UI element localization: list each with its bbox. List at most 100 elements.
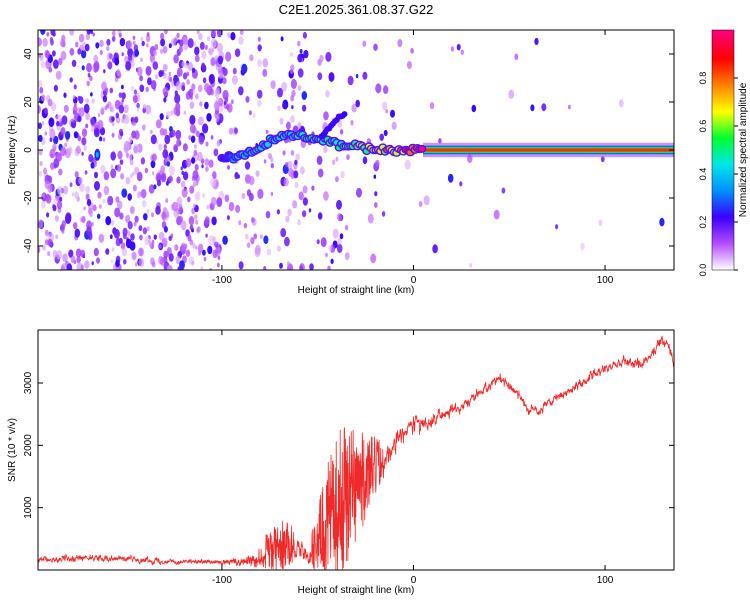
noise-blob — [181, 61, 185, 68]
noise-blob — [99, 49, 103, 56]
noise-blob — [201, 50, 207, 60]
noise-blob — [158, 70, 163, 78]
noise-blob — [555, 224, 559, 230]
noise-blob — [73, 84, 77, 90]
noise-blob — [180, 166, 183, 171]
noise-blob — [265, 211, 271, 219]
noise-blob — [196, 130, 200, 138]
noise-blob — [127, 47, 133, 58]
noise-blob — [170, 110, 174, 116]
noise-blob — [179, 45, 184, 53]
noise-blob — [200, 266, 204, 270]
noise-blob — [580, 242, 585, 251]
noise-blob — [77, 48, 82, 55]
noise-blob — [248, 175, 255, 186]
noise-blob — [105, 216, 112, 226]
noise-blob — [90, 125, 95, 133]
noise-blob — [319, 54, 324, 63]
noise-blob — [226, 103, 233, 113]
noise-blob — [44, 131, 48, 136]
noise-blob — [185, 249, 191, 257]
noise-blob — [99, 127, 106, 136]
noise-blob — [346, 154, 350, 161]
noise-blob — [146, 32, 150, 37]
noise-blob — [175, 129, 182, 140]
noise-blob — [158, 231, 165, 241]
noise-blob — [68, 249, 74, 258]
noise-blob — [174, 36, 178, 42]
noise-blob — [117, 150, 123, 160]
noise-blob — [194, 164, 199, 171]
noise-blob — [91, 261, 94, 266]
noise-blob — [47, 238, 53, 247]
noise-blob — [136, 171, 143, 182]
noise-blob — [52, 50, 56, 57]
noise-blob — [302, 185, 308, 194]
noise-blob — [187, 61, 194, 71]
noise-blob — [109, 234, 113, 239]
noise-blob — [43, 167, 47, 175]
y-tick-label: -40 — [23, 238, 34, 253]
noise-blob — [183, 110, 187, 115]
noise-blob — [193, 203, 196, 208]
noise-blob — [238, 36, 244, 45]
track-blob — [418, 146, 425, 152]
noise-blob — [60, 127, 66, 136]
spectrogram-x-ticks: -100 0 100 — [212, 30, 614, 286]
noise-blob — [244, 161, 251, 170]
noise-blob — [120, 131, 124, 137]
noise-blob — [152, 171, 155, 176]
noise-blob — [197, 151, 203, 162]
noise-blob — [66, 263, 73, 270]
noise-blob — [113, 229, 120, 239]
noise-blob — [130, 174, 133, 179]
noise-blob — [63, 104, 69, 113]
snr-panel: -100 0 100 1000 2000 3000 Height of straight… — [7, 329, 675, 596]
noise-blob — [168, 165, 175, 176]
noise-blob — [170, 129, 176, 137]
noise-blob — [323, 145, 328, 153]
noise-blob — [39, 161, 43, 166]
colorbar-tick-label: 0.4 — [698, 168, 708, 181]
snr-series-line — [38, 335, 674, 570]
noise-blob — [93, 54, 99, 63]
noise-blob — [104, 105, 108, 111]
noise-blob — [284, 236, 290, 247]
noise-blob — [325, 90, 330, 98]
noise-blob — [138, 225, 143, 232]
noise-blob — [132, 35, 136, 41]
noise-blob — [140, 36, 144, 42]
noise-blob — [227, 165, 230, 170]
noise-blob — [146, 226, 150, 232]
noise-blob — [141, 40, 145, 47]
noise-blob — [81, 151, 84, 156]
noise-blob — [72, 95, 76, 100]
noise-blob — [163, 226, 168, 233]
noise-blob — [201, 164, 204, 169]
noise-blob — [208, 73, 215, 85]
noise-blob — [385, 109, 389, 114]
noise-blob — [99, 136, 103, 142]
noise-blob — [175, 81, 182, 91]
noise-blob — [190, 95, 193, 100]
noise-blob — [140, 157, 146, 165]
noise-blob — [235, 204, 241, 213]
spectrogram-signal-track — [217, 111, 674, 164]
noise-blob — [74, 228, 81, 238]
noise-blob — [277, 105, 281, 112]
noise-blob — [183, 37, 188, 45]
noise-blob — [194, 191, 201, 201]
colorbar-label: Normalized spectral amplitude — [738, 82, 749, 217]
noise-blob — [111, 132, 115, 138]
noise-blob — [230, 99, 234, 105]
noise-blob — [142, 103, 147, 109]
noise-blob — [279, 117, 284, 125]
noise-blob — [406, 61, 412, 69]
noise-blob — [133, 221, 137, 227]
snr-x-label: Height of straight line (km) — [298, 585, 415, 596]
noise-blob — [46, 61, 50, 68]
noise-blob — [41, 192, 46, 199]
noise-blob — [115, 259, 120, 268]
noise-blob — [169, 77, 173, 82]
noise-blob — [160, 173, 167, 183]
